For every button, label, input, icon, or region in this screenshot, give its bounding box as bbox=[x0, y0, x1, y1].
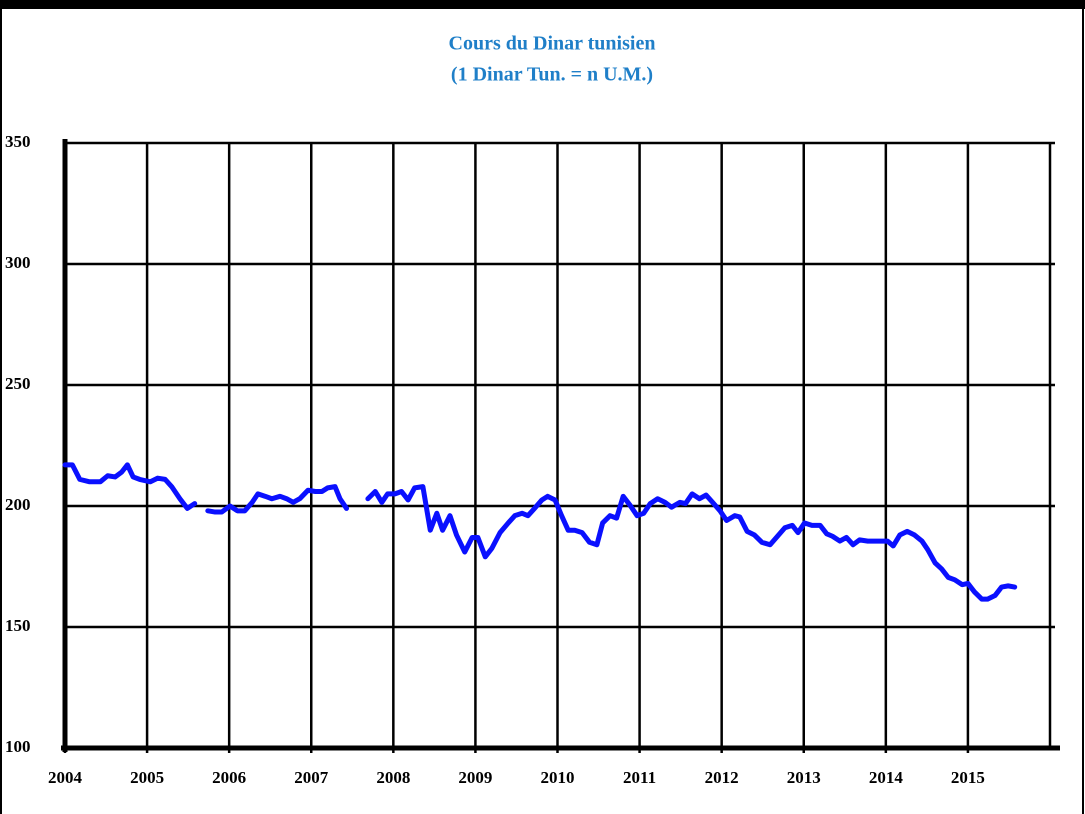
chart-subtitle: (1 Dinar Tun. = n U.M.) bbox=[451, 64, 653, 86]
x-tick-label: 2013 bbox=[787, 768, 821, 787]
x-tick-label: 2006 bbox=[212, 768, 246, 787]
top-border bbox=[0, 0, 1085, 9]
x-tick-label: 2007 bbox=[294, 768, 329, 787]
chart-title: Cours du Dinar tunisien bbox=[449, 33, 656, 55]
y-tick-label: 300 bbox=[5, 253, 31, 272]
y-tick-label: 250 bbox=[5, 374, 31, 393]
x-tick-label: 2008 bbox=[376, 768, 410, 787]
x-tick-label: 2015 bbox=[951, 768, 985, 787]
y-tick-label: 100 bbox=[5, 737, 31, 756]
x-tick-label: 2009 bbox=[458, 768, 492, 787]
y-tick-label: 150 bbox=[5, 616, 31, 635]
x-tick-label: 2011 bbox=[623, 768, 656, 787]
data-line bbox=[62, 462, 1018, 602]
x-tick-label: 2014 bbox=[869, 768, 904, 787]
x-tick-label: 2005 bbox=[130, 768, 164, 787]
y-tick-label: 350 bbox=[5, 132, 31, 151]
x-tick-label: 2004 bbox=[48, 768, 83, 787]
x-tick-label: 2010 bbox=[541, 768, 575, 787]
y-tick-label: 200 bbox=[5, 495, 31, 514]
x-tick-label: 2012 bbox=[705, 768, 739, 787]
